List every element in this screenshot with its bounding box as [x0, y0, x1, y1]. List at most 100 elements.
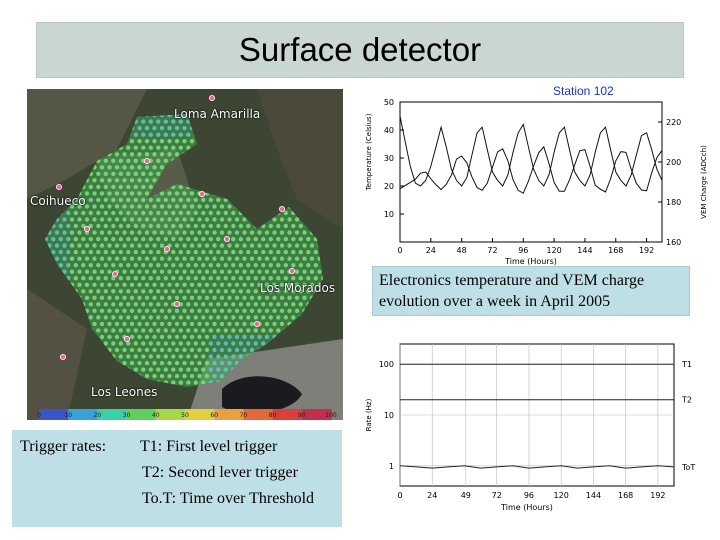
detector-station: [253, 302, 258, 307]
detector-station: [141, 341, 146, 346]
detector-station: [219, 373, 225, 379]
detector-station: [81, 210, 86, 216]
colorbar-tick-label: 80: [269, 412, 277, 419]
station-marker: [60, 353, 67, 360]
trigger-line-t2: T2: Second lever trigger: [142, 464, 298, 481]
detector-station: [126, 315, 131, 320]
detector-station: [122, 217, 127, 222]
detector-station: [212, 321, 217, 327]
detector-station: [234, 295, 240, 300]
detector-station: [294, 282, 300, 287]
detector-station: [148, 289, 153, 294]
detector-station: [69, 204, 75, 209]
detector-station: [238, 223, 243, 229]
colorbar-segment: [214, 409, 244, 420]
detector-station: [129, 347, 135, 353]
detector-station: [238, 328, 243, 333]
temp-chart-y2-tick-label: 180: [666, 198, 681, 207]
rate-chart-x-tick-label: 120: [554, 491, 569, 500]
colorbar-tick-label: 50: [181, 412, 189, 419]
detector-station: [122, 256, 127, 261]
detector-station: [186, 236, 191, 242]
detector-station: [141, 263, 146, 268]
detector-station: [231, 236, 236, 242]
detector-station: [103, 328, 109, 333]
detector-station: [114, 165, 120, 170]
detector-station: [148, 223, 153, 229]
detector-station: [223, 367, 228, 372]
detector-station: [276, 236, 281, 242]
detector-station: [111, 184, 116, 190]
station-marker: [253, 320, 260, 327]
detector-station: [96, 328, 101, 333]
detector-station: [197, 308, 202, 313]
detector-station: [298, 236, 303, 242]
detector-station: [141, 367, 146, 372]
detector-station: [291, 276, 296, 281]
detector-station: [163, 354, 168, 359]
detector-station: [73, 249, 78, 255]
detector-station: [167, 125, 172, 131]
detector-station: [152, 165, 157, 170]
terrain-patch: [257, 89, 343, 229]
detector-station: [227, 269, 232, 274]
detector-station: [291, 302, 296, 307]
detector-station: [148, 263, 153, 268]
detector-station: [227, 360, 232, 366]
detector-station: [234, 230, 240, 235]
detector-station: [283, 263, 288, 268]
detector-station: [163, 197, 168, 203]
detector-station: [103, 210, 109, 216]
detector-station: [144, 204, 150, 209]
detector-station: [186, 341, 191, 346]
detector-station: [114, 334, 120, 340]
detector-station: [246, 289, 251, 294]
detector-station: [96, 315, 101, 320]
detector-station: [45, 236, 48, 242]
detector-station: [219, 360, 225, 366]
detector-station: [223, 354, 228, 359]
detector-station: [152, 178, 157, 183]
detector-station: [227, 347, 232, 353]
detector-station: [111, 197, 116, 203]
detector-station: [197, 230, 202, 235]
detector-station: [219, 217, 225, 222]
station-marker: [124, 335, 131, 342]
detector-station: [73, 276, 78, 281]
detector-station: [137, 308, 142, 313]
detector-station: [197, 334, 202, 340]
detector-station: [148, 171, 153, 176]
detector-station: [171, 354, 176, 359]
detector-station: [276, 223, 281, 229]
rate-chart-x-tick-label: 0: [397, 491, 402, 500]
detector-station: [156, 315, 161, 320]
detector-station: [133, 210, 138, 216]
detector-station: [111, 158, 116, 163]
detector-station: [141, 210, 146, 216]
rate-chart-x-tick-label: 49: [461, 491, 471, 500]
detector-station: [99, 204, 105, 209]
detector-station: [167, 191, 172, 196]
detector-station: [133, 341, 138, 346]
detector-station: [182, 256, 187, 261]
detector-station: [204, 282, 210, 287]
detector-station: [182, 295, 187, 300]
detector-station: [152, 217, 157, 222]
detector-station: [159, 230, 165, 235]
detector-station: [167, 152, 172, 157]
detector-station: [111, 289, 116, 294]
detector-station: [163, 223, 168, 229]
detector-station: [309, 243, 315, 248]
detector-station: [167, 217, 172, 222]
detector-station: [137, 256, 142, 261]
detector-station: [182, 191, 187, 196]
detector-station: [189, 269, 195, 274]
detector-station: [107, 204, 112, 209]
detector-station: [133, 223, 138, 229]
detector-station: [137, 152, 142, 157]
colorbar-tick-label: 10: [64, 412, 72, 419]
detector-station: [156, 158, 161, 163]
detector-station: [58, 236, 63, 242]
detector-station: [51, 249, 56, 255]
temp-chart-x-tick-label: 192: [639, 246, 654, 255]
